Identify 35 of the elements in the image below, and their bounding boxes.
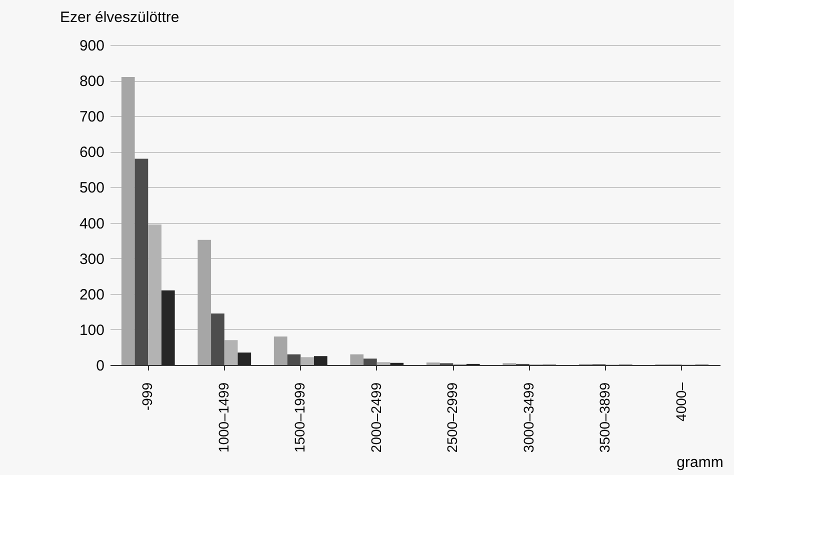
x-tick-label: 4000– (672, 382, 689, 422)
bar (134, 158, 148, 365)
bar (350, 354, 364, 365)
x-tick-label: 1000–1499 (215, 382, 232, 453)
x-tick-label: 2000–2499 (368, 382, 384, 453)
bar (161, 290, 175, 365)
y-tick-label: 900 (79, 38, 104, 54)
x-tick-label: 1500–1999 (292, 382, 308, 453)
x-tick-label: 2500–2999 (444, 382, 460, 453)
bar (238, 352, 252, 365)
y-tick-label: 500 (79, 180, 104, 197)
bar (211, 313, 224, 365)
y-tick-label: 700 (79, 108, 104, 126)
bar (121, 77, 135, 365)
bar (224, 340, 238, 365)
bar (148, 224, 162, 365)
y-tick-label: 300 (79, 250, 104, 268)
bar (364, 358, 377, 365)
bar (300, 357, 314, 365)
bar (198, 240, 212, 365)
x-tick-label: -999 (139, 382, 156, 411)
y-tick-label: 100 (79, 322, 104, 339)
y-tick-label: 400 (79, 215, 104, 232)
y-tick-label: 800 (79, 73, 104, 90)
y-tick-label: 200 (79, 286, 104, 304)
y-tick-label: 0 (96, 358, 104, 374)
x-axis-title: gramm (676, 454, 724, 471)
bar (376, 362, 390, 365)
bar (274, 336, 288, 365)
y-axis-title: Ezer élveszülöttre (60, 9, 180, 26)
y-tick-label: 600 (79, 144, 104, 162)
bar (314, 356, 328, 365)
x-tick-label: 3500–3899 (596, 382, 613, 453)
bar (287, 354, 301, 365)
x-tick-label: 3000–3499 (520, 382, 536, 453)
